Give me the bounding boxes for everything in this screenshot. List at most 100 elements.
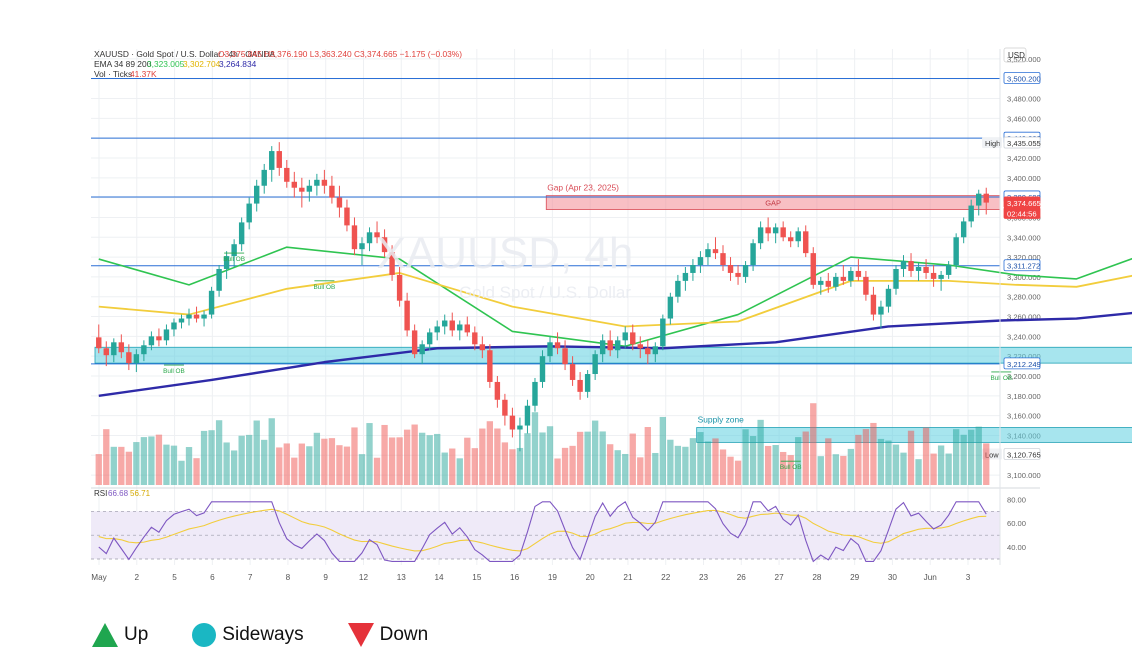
legend-label-up: Up [124,624,149,645]
price-label-box [1003,136,1041,149]
candle-body [840,276,847,281]
candle-body [314,179,320,186]
volume-bar [644,427,651,485]
price-tick-label: 3,100.000 [1007,471,1041,480]
x-tick-label: 6 [210,573,215,582]
candle-body [637,344,643,349]
candle-body [291,181,298,188]
volume-bar [223,442,230,485]
volume-bar [652,452,659,485]
candle-body [336,197,343,208]
volume-bar [464,437,471,485]
volume-bar [358,454,366,485]
volume-bar [118,446,125,485]
volume-bar [749,436,757,485]
volume-bar [133,442,140,485]
annotation-label: Bull OB [223,256,245,263]
volume-bar [757,419,764,485]
zone-support [94,346,1132,364]
volume-bar [915,459,922,485]
volume-bar [584,431,591,485]
candle-body [615,340,621,351]
candle-body [321,179,328,186]
price-label-tag-box [982,137,1002,149]
candle-body [246,203,252,223]
watermark-symbol: XAUUSD, 4h [377,229,634,278]
volume-bar [847,448,855,485]
candle-body [464,324,470,333]
candle-body [389,252,395,275]
legend-label-down: Down [379,624,429,645]
candle-body [118,342,125,353]
legend-item-down: Down [347,623,429,647]
volume-bar [787,455,794,485]
candle-body [795,231,801,242]
price-tick-label: 3,300.000 [1007,273,1041,282]
currency-label: USD [1008,51,1025,60]
price-label-box [1003,207,1041,219]
volume-bar [230,450,238,485]
volume-bar [313,432,321,485]
candle-body [630,332,636,345]
volume-bar [298,443,305,485]
volume-bar [471,448,478,485]
volume-bar [546,426,554,485]
volume-bar [960,434,967,485]
volume-bar [576,431,584,485]
volume-bar [419,432,426,485]
volume-bar [885,440,892,485]
candle-body [216,268,222,291]
candle-body [156,336,162,341]
candle-body [945,265,952,275]
candle-body [787,237,794,242]
volume-bar [682,446,689,485]
volume-bar [343,446,351,485]
zone-label-gap: Gap (Apr 23, 2025) [547,183,619,193]
price-label-tag: Low [985,451,999,460]
volume-bar [373,457,381,485]
volume-bar [170,445,178,485]
volume-bar [531,412,539,485]
candle-body [825,280,832,287]
price-label: 3,435.055 [1007,139,1041,148]
candle-body [374,232,380,238]
price-tick-label: 3,460.000 [1007,114,1041,123]
volume-bar [441,452,448,485]
volume-bar [832,454,839,485]
candle-body [276,151,282,168]
candle-body [976,193,982,206]
x-tick-label: May [91,573,107,582]
candle-body [757,227,764,244]
price-label: 3,212.249 [1007,360,1041,369]
x-tick-label: Jun [924,573,938,582]
candle-body [419,344,425,355]
x-tick-label: 3 [966,573,971,582]
volume-bar [140,437,148,485]
volume-bar [163,444,170,485]
volume-bar [524,433,531,485]
volume-bar [712,438,719,485]
x-tick-label: 20 [586,573,596,582]
candle-body [442,320,448,327]
volume-bar [802,431,809,485]
volume-bar [306,446,313,485]
volume-bar [215,420,223,485]
candle-body [479,344,486,351]
volume-bar [922,427,930,485]
candle-body [772,227,779,234]
candle-body [411,330,418,355]
header-vol-label: Vol · Ticks [94,69,132,79]
volume-bar [283,443,290,485]
volume-bar [148,436,155,485]
price-tick-label: 3,420.000 [1007,154,1041,163]
x-tick-label: 15 [472,573,482,582]
candle-body [577,379,583,392]
candle-body [607,340,613,351]
volume-bar [810,403,817,485]
candle-body [547,342,553,357]
x-tick-label: 28 [812,573,822,582]
volume-bar [607,444,614,485]
price-label: 3,374.665 [1007,199,1041,208]
volume-bar [479,428,486,485]
